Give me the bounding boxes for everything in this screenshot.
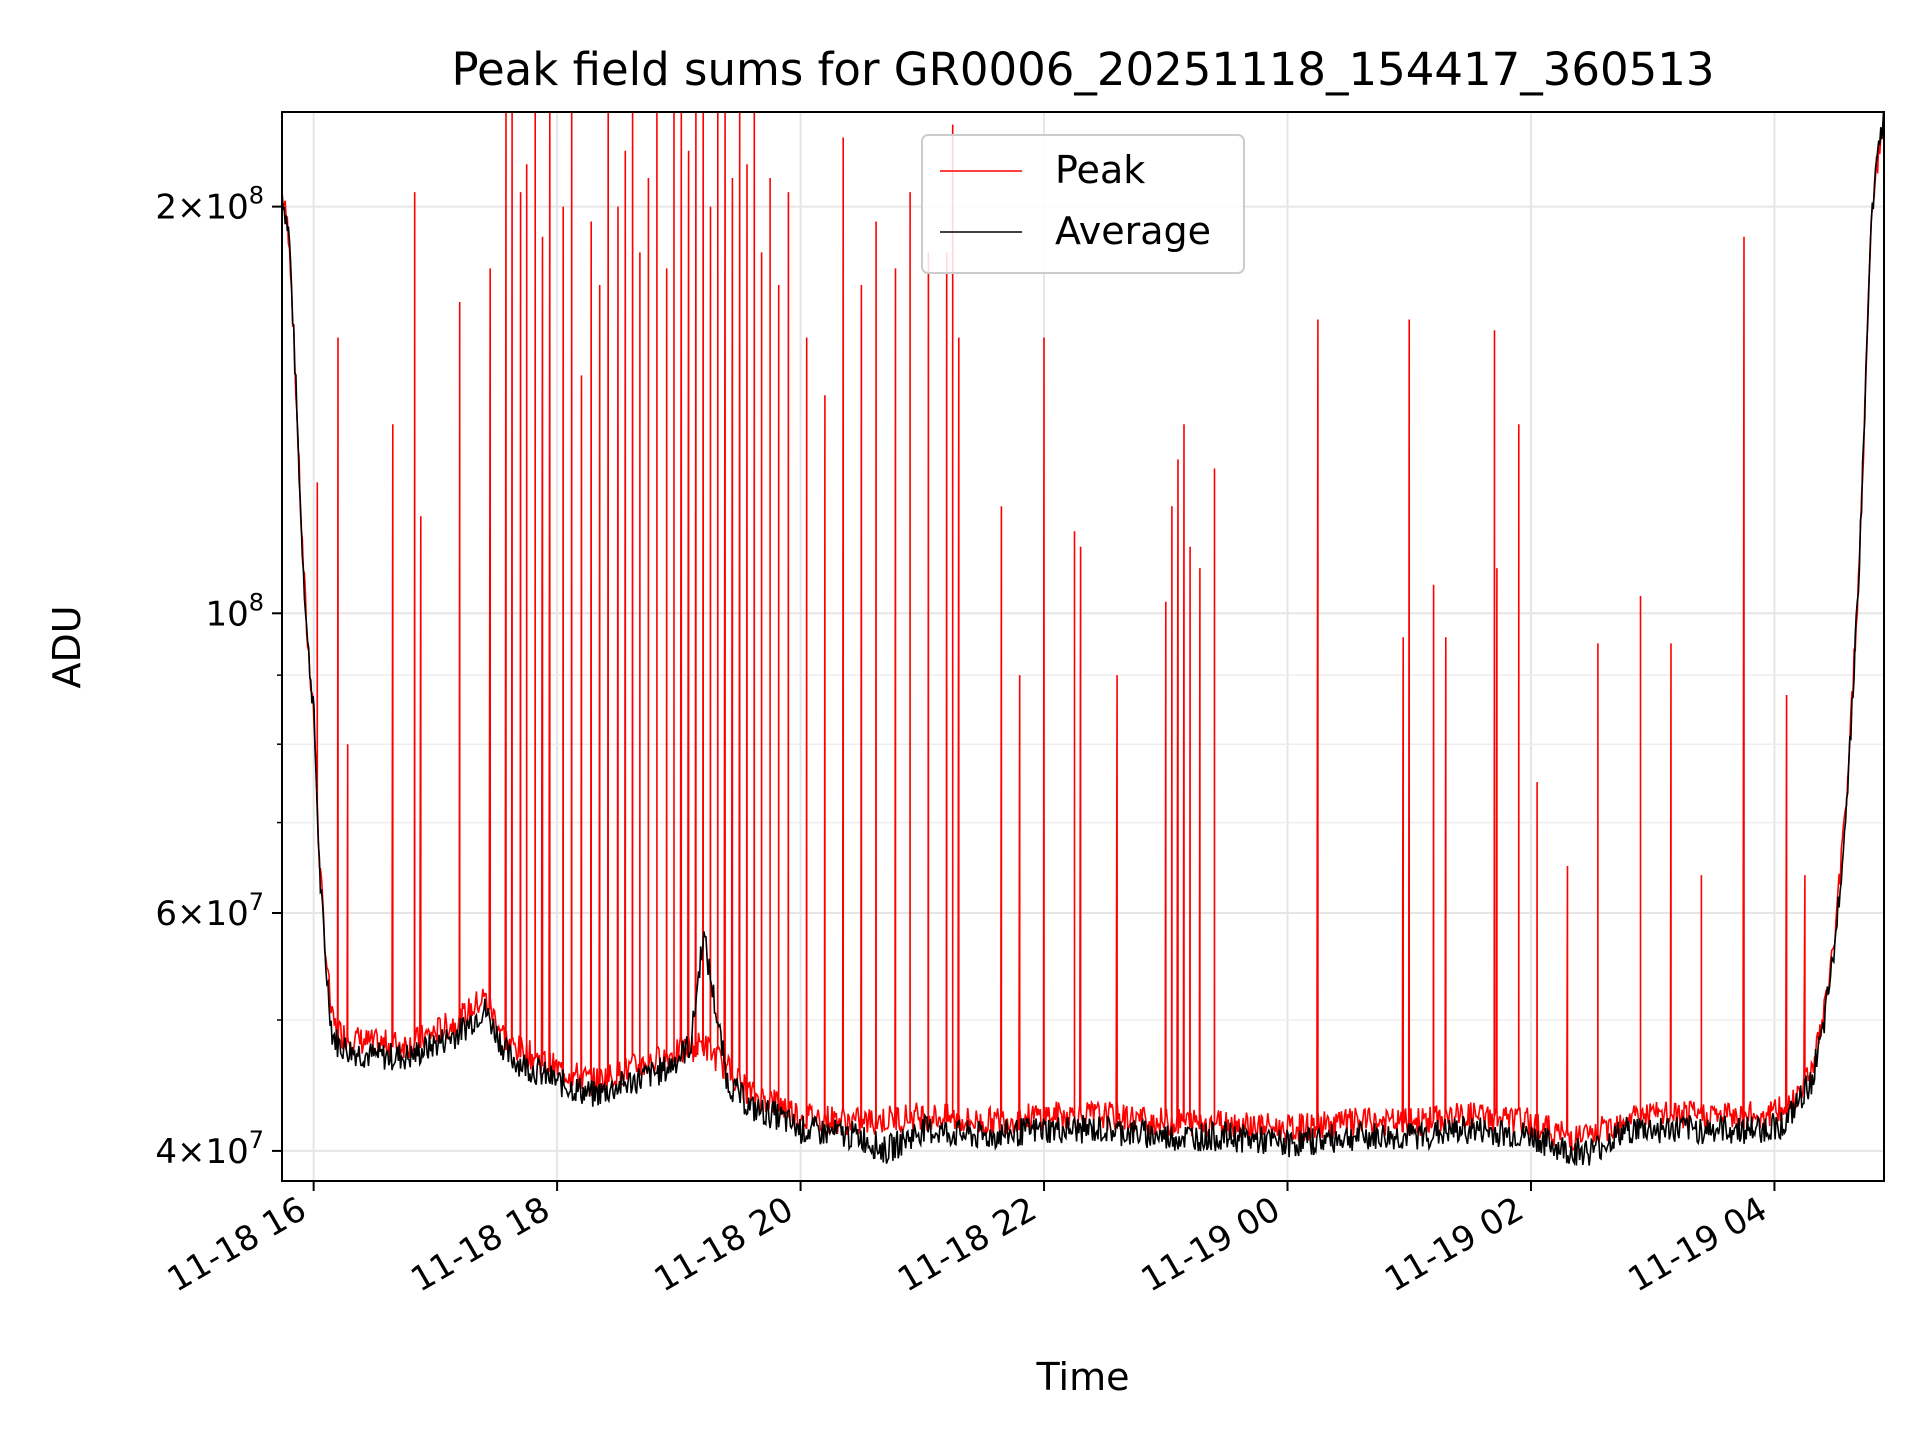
- series-layer: [282, 112, 1884, 1166]
- legend: Peak Average: [921, 134, 1245, 274]
- legend-average-label: Average: [1055, 209, 1211, 253]
- average-series-line: [282, 112, 1884, 1166]
- legend-box: [921, 134, 1245, 274]
- y-tick-label: 6×107: [155, 888, 264, 934]
- y-tick-label: 4×107: [155, 1126, 264, 1172]
- y-tick-label: 2×108: [155, 182, 264, 228]
- y-tick-label: 108: [205, 588, 264, 634]
- plot-frame: [281, 111, 1885, 1182]
- chart-title: Peak field sums for GR0006_20251118_1544…: [451, 43, 1714, 96]
- y-axis-label: ADU: [45, 605, 89, 688]
- x-axis-label: Time: [1036, 1355, 1130, 1399]
- peak-series-line: [282, 112, 1884, 1152]
- legend-peak-label: Peak: [1055, 148, 1145, 192]
